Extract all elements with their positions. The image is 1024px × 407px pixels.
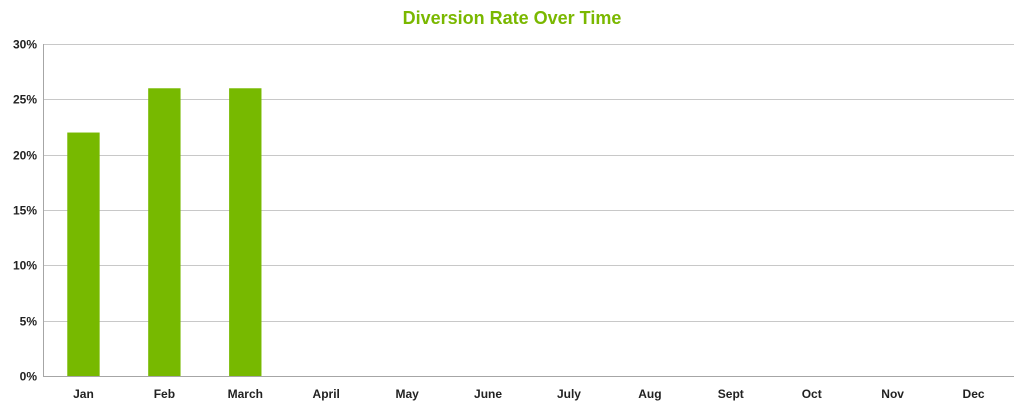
bar	[67, 132, 100, 376]
x-tick-label: May	[395, 387, 419, 401]
x-tick-label: April	[313, 387, 340, 401]
bar	[148, 88, 181, 377]
x-tick-label: Feb	[154, 387, 175, 401]
x-tick-label: Aug	[638, 387, 661, 401]
y-tick-label: 30%	[13, 38, 37, 52]
bar	[229, 88, 262, 377]
x-tick-label: Oct	[802, 387, 822, 401]
y-tick-label: 5%	[20, 315, 38, 329]
bars	[67, 88, 262, 377]
y-tick-label: 20%	[13, 149, 37, 163]
tick-labels: 0% 5% 10% 15% 20% 25% 30% Jan Feb March April May Ju…	[13, 38, 985, 402]
x-tick-label: Jan	[73, 387, 94, 401]
chart-title: Diversion Rate Over Time	[402, 8, 622, 28]
y-tick-label: 0%	[20, 370, 38, 384]
y-tick-label: 25%	[13, 93, 37, 107]
x-tick-label: Dec	[963, 387, 985, 401]
x-tick-label: Nov	[881, 387, 904, 401]
x-tick-label: June	[474, 387, 502, 401]
x-tick-label: July	[557, 387, 581, 401]
x-tick-label: March	[228, 387, 263, 401]
y-tick-label: 10%	[13, 259, 37, 273]
y-tick-label: 15%	[13, 204, 37, 218]
x-tick-label: Sept	[718, 387, 744, 401]
axes	[43, 44, 1014, 377]
gridlines	[43, 44, 1014, 322]
